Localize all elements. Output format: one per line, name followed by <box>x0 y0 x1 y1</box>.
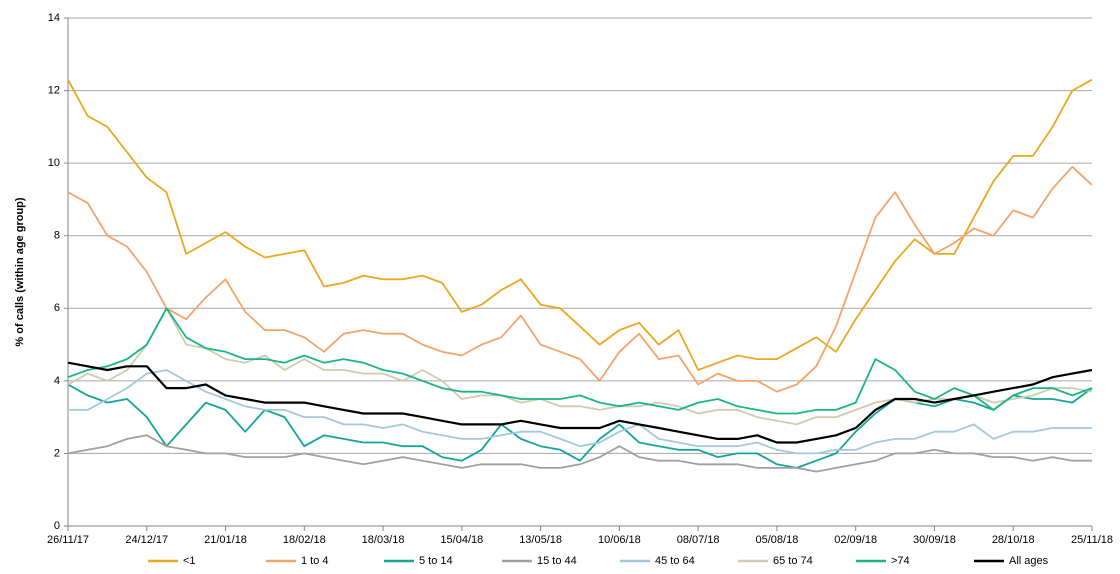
x-tick-label: 28/10/18 <box>992 534 1035 546</box>
legend-label: All ages <box>1009 555 1049 567</box>
y-tick-label: 6 <box>54 302 60 314</box>
y-tick-label: 10 <box>48 157 60 169</box>
legend-label: 45 to 64 <box>655 555 695 567</box>
x-tick-label: 26/11/17 <box>47 534 89 546</box>
x-tick-label: 18/02/18 <box>283 534 326 546</box>
x-tick-label: 13/05/18 <box>519 534 562 546</box>
legend-label: 1 to 4 <box>301 555 329 567</box>
x-tick-label: 24/12/17 <box>125 534 168 546</box>
series-line <box>67 383 1093 469</box>
legend-label: <1 <box>183 555 196 567</box>
x-tick-label: 21/01/18 <box>204 534 247 546</box>
x-tick-label: 30/09/18 <box>913 534 956 546</box>
series-line <box>67 307 1093 426</box>
legend-label: 65 to 74 <box>773 555 813 567</box>
x-tick-label: 02/09/18 <box>834 534 877 546</box>
y-tick-label: 2 <box>54 447 60 459</box>
legend-label: 15 to 44 <box>537 555 577 567</box>
y-tick-label: 0 <box>54 520 60 532</box>
y-tick-label: 14 <box>48 12 60 24</box>
series-line <box>67 78 1093 371</box>
legend-label: 5 to 14 <box>419 555 453 567</box>
y-axis-label: % of calls (within age group) <box>14 197 26 346</box>
series-line <box>67 165 1093 393</box>
y-tick-label: 8 <box>54 230 60 242</box>
y-tick-label: 12 <box>48 84 60 96</box>
series-line <box>67 361 1093 444</box>
x-tick-label: 10/06/18 <box>598 534 641 546</box>
legend-label: >74 <box>891 555 910 567</box>
x-tick-label: 25/11/18 <box>1071 534 1113 546</box>
x-tick-label: 08/07/18 <box>677 534 720 546</box>
series-line <box>68 369 1092 455</box>
series-line <box>67 434 1092 473</box>
x-tick-label: 05/08/18 <box>756 534 799 546</box>
x-tick-label: 18/03/18 <box>362 534 405 546</box>
series-line <box>67 307 1093 415</box>
y-tick-label: 4 <box>54 375 60 387</box>
x-tick-label: 15/04/18 <box>440 534 483 546</box>
